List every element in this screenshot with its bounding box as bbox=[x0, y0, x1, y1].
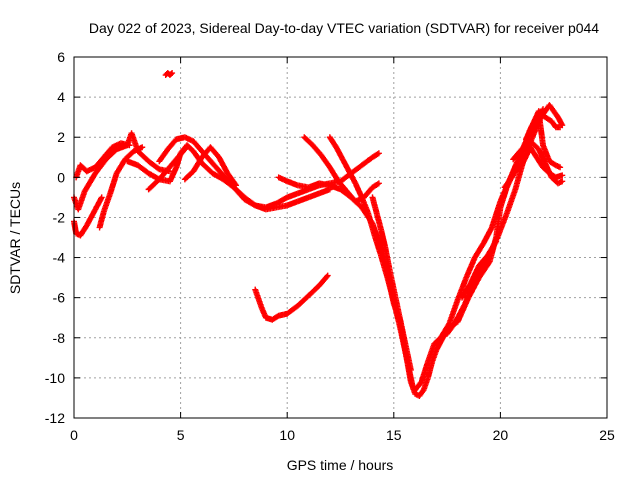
series-arc-19 bbox=[181, 144, 240, 189]
y-tick-label: -4 bbox=[53, 250, 66, 266]
axes: 0 5 10 15 20 25 -12 -10 -8 -6 -4 -2 0 2 4 6 bbox=[45, 49, 615, 443]
y-tick-label: 4 bbox=[57, 89, 65, 105]
x-tick-label: 25 bbox=[599, 427, 615, 443]
series-arc-4 bbox=[73, 140, 133, 181]
series-arc-17 bbox=[510, 138, 566, 187]
y-tick-label: -8 bbox=[53, 330, 66, 346]
data-marks bbox=[71, 70, 566, 399]
y-tick-label: 6 bbox=[57, 49, 65, 65]
x-tick-label: 10 bbox=[279, 427, 295, 443]
series-arc-16 bbox=[522, 108, 564, 143]
x-tick-label: 20 bbox=[493, 427, 509, 443]
data-trace bbox=[252, 273, 330, 323]
y-tick-label: -12 bbox=[45, 410, 65, 426]
series-arc-18 bbox=[459, 238, 500, 301]
data-trace bbox=[459, 239, 499, 300]
data-trace bbox=[523, 109, 562, 141]
series-arc-8 bbox=[252, 272, 331, 323]
data-trace bbox=[511, 139, 564, 186]
data-trace bbox=[182, 145, 239, 188]
data-point bbox=[169, 70, 176, 77]
data-trace bbox=[157, 134, 332, 213]
x-axis-title: GPS time / hours bbox=[287, 457, 394, 473]
chart-title: Day 022 of 2023, Sidereal Day-to-day VTE… bbox=[89, 20, 599, 36]
y-tick-label: 0 bbox=[57, 169, 65, 185]
series-arc-12 bbox=[369, 194, 414, 373]
y-tick-label: 2 bbox=[57, 129, 65, 145]
data-trace bbox=[73, 140, 131, 179]
y-tick-label: -6 bbox=[53, 290, 66, 306]
series-arc-6 bbox=[156, 134, 333, 213]
plot-frame bbox=[73, 56, 608, 419]
data-trace bbox=[146, 147, 187, 192]
series-arc-11 bbox=[326, 134, 416, 391]
y-tick-label: -2 bbox=[53, 209, 66, 225]
grid bbox=[74, 57, 607, 418]
y-tick-label: -10 bbox=[45, 370, 65, 386]
series-arc-20 bbox=[145, 146, 188, 193]
y-axis-title: SDTVAR / TECUs bbox=[7, 182, 23, 294]
data-trace bbox=[163, 71, 174, 77]
data-trace bbox=[369, 195, 414, 372]
series-arc-7 bbox=[162, 70, 176, 79]
x-tick-label: 0 bbox=[70, 427, 78, 443]
x-tick-label: 5 bbox=[177, 427, 185, 443]
x-tick-label: 15 bbox=[386, 427, 402, 443]
